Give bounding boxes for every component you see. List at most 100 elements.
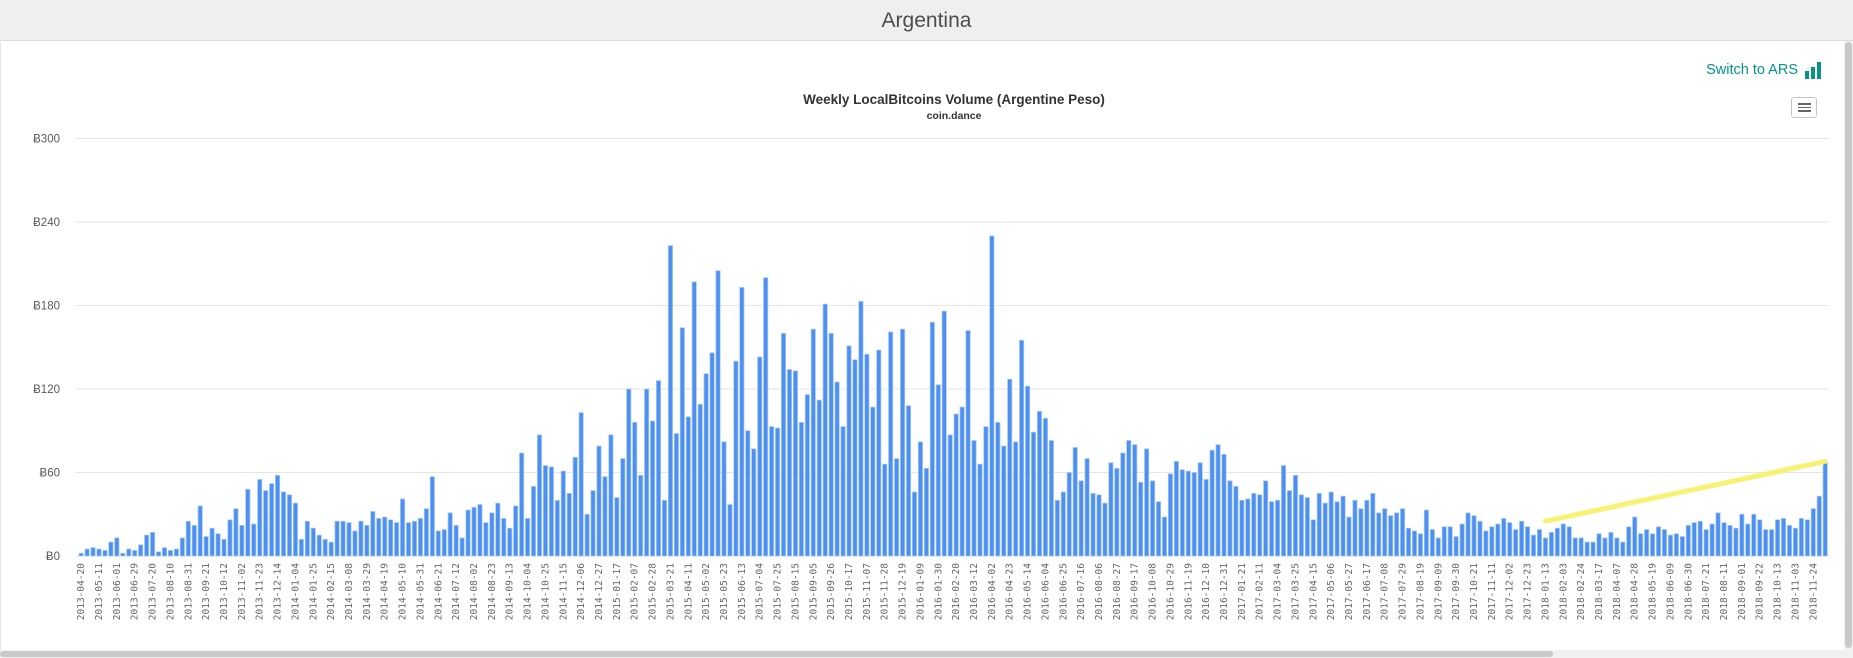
volume-bar[interactable]	[959, 406, 965, 557]
switch-currency-link[interactable]: Switch to ARS	[1706, 61, 1821, 79]
volume-bar[interactable]	[233, 508, 239, 557]
volume-bar[interactable]	[376, 518, 382, 557]
volume-bar[interactable]	[1346, 516, 1352, 557]
volume-bar[interactable]	[632, 422, 638, 557]
volume-bar[interactable]	[1483, 530, 1489, 557]
volume-bar[interactable]	[215, 533, 221, 557]
volume-bar[interactable]	[1757, 519, 1763, 557]
volume-bar[interactable]	[1185, 470, 1191, 557]
volume-bar[interactable]	[358, 520, 364, 557]
volume-bar[interactable]	[1031, 431, 1037, 557]
volume-bar[interactable]	[1150, 480, 1156, 557]
volume-bar[interactable]	[840, 426, 846, 557]
volume-bar[interactable]	[310, 527, 316, 557]
volume-bar[interactable]	[173, 548, 179, 557]
volume-bar[interactable]	[156, 551, 162, 557]
volume-bar[interactable]	[179, 537, 185, 557]
volume-bar[interactable]	[1435, 537, 1441, 557]
volume-bar[interactable]	[1269, 501, 1275, 557]
volume-bar[interactable]	[328, 541, 334, 557]
volume-bar[interactable]	[1459, 523, 1465, 557]
volume-bar[interactable]	[703, 373, 709, 557]
volume-bar[interactable]	[781, 332, 787, 557]
volume-bar[interactable]	[322, 538, 328, 557]
volume-bar[interactable]	[673, 433, 679, 557]
volume-bar[interactable]	[1620, 541, 1626, 557]
volume-bar[interactable]	[667, 245, 673, 557]
volume-bar[interactable]	[441, 529, 447, 557]
volume-bar[interactable]	[751, 448, 757, 557]
volume-bar[interactable]	[650, 420, 656, 557]
volume-bar[interactable]	[1411, 530, 1418, 557]
volume-bar[interactable]	[1286, 490, 1293, 557]
volume-bar[interactable]	[769, 426, 775, 557]
volume-bar[interactable]	[644, 388, 650, 557]
volume-bar[interactable]	[906, 405, 912, 557]
volume-bar[interactable]	[1013, 441, 1019, 557]
volume-bar[interactable]	[1465, 512, 1471, 557]
volume-bar[interactable]	[691, 281, 697, 557]
volume-bar[interactable]	[1066, 472, 1072, 557]
volume-bar[interactable]	[1298, 494, 1304, 557]
volume-bar[interactable]	[304, 520, 310, 557]
volume-bar[interactable]	[1114, 467, 1120, 557]
volume-bar[interactable]	[542, 465, 548, 557]
volume-bar[interactable]	[626, 388, 632, 557]
volume-bar[interactable]	[1423, 509, 1429, 557]
volume-bar[interactable]	[1251, 493, 1257, 557]
volume-bar[interactable]	[185, 520, 191, 557]
volume-bar[interactable]	[1608, 531, 1614, 557]
volume-bar[interactable]	[1578, 537, 1584, 557]
volume-bar[interactable]	[1560, 523, 1566, 557]
volume-bar[interactable]	[1036, 410, 1043, 557]
volume-bar[interactable]	[983, 426, 989, 557]
volume-bar[interactable]	[1263, 480, 1269, 557]
volume-bar[interactable]	[1429, 529, 1435, 557]
volume-bar[interactable]	[1781, 518, 1787, 557]
volume-bar[interactable]	[882, 463, 888, 557]
volume-bar[interactable]	[1239, 499, 1245, 557]
volume-bar[interactable]	[1132, 444, 1138, 557]
volume-bar[interactable]	[1364, 499, 1370, 557]
volume-bar[interactable]	[132, 550, 138, 557]
volume-bar[interactable]	[953, 413, 959, 557]
volume-bar[interactable]	[364, 525, 370, 557]
volume-bar[interactable]	[1703, 529, 1709, 557]
volume-bar[interactable]	[888, 331, 894, 557]
volume-bar[interactable]	[1292, 474, 1298, 557]
volume-bar[interactable]	[144, 534, 150, 557]
volume-bar[interactable]	[656, 380, 662, 557]
volume-bar[interactable]	[1096, 494, 1102, 557]
volume-bar[interactable]	[1001, 445, 1007, 557]
volume-bar[interactable]	[709, 352, 715, 557]
volume-bar[interactable]	[1406, 527, 1412, 557]
volume-bar[interactable]	[1751, 513, 1757, 557]
volume-bar[interactable]	[1542, 537, 1548, 557]
volume-bar[interactable]	[406, 522, 412, 557]
volume-bar[interactable]	[1275, 499, 1281, 557]
volume-bar[interactable]	[1554, 527, 1560, 557]
volume-bar[interactable]	[989, 235, 995, 557]
volume-bar[interactable]	[876, 349, 882, 557]
volume-bar[interactable]	[239, 525, 245, 557]
volume-bar[interactable]	[370, 511, 376, 557]
volume-bar[interactable]	[501, 518, 507, 557]
volume-bar[interactable]	[900, 328, 906, 557]
volume-bar[interactable]	[638, 474, 644, 557]
volume-bar[interactable]	[221, 538, 227, 557]
volume-bar[interactable]	[465, 509, 471, 557]
volume-bar[interactable]	[1536, 529, 1543, 557]
volume-bar[interactable]	[1007, 378, 1013, 557]
volume-bar[interactable]	[161, 547, 168, 557]
volume-bar[interactable]	[786, 369, 793, 557]
volume-bar[interactable]	[275, 474, 281, 557]
volume-bar[interactable]	[1156, 501, 1162, 557]
volume-bar[interactable]	[1108, 462, 1114, 557]
volume-bar[interactable]	[429, 476, 435, 557]
volume-bar[interactable]	[471, 506, 477, 557]
volume-bar[interactable]	[191, 525, 197, 557]
volume-bar[interactable]	[1048, 440, 1054, 557]
volume-bar[interactable]	[1167, 473, 1173, 557]
volume-bar[interactable]	[1513, 529, 1519, 557]
volume-bar[interactable]	[352, 530, 358, 557]
